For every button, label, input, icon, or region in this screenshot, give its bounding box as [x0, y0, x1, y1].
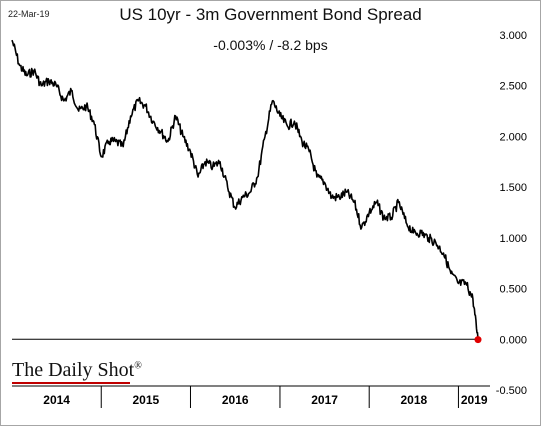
y-tick-label: 1.000	[499, 233, 527, 245]
y-tick-label: 0.000	[499, 334, 527, 346]
end-point-marker	[474, 336, 482, 344]
series-line	[11, 39, 479, 340]
brand-logo: The Daily Shot®	[12, 359, 142, 382]
brand-name: The Daily Shot	[12, 359, 135, 381]
x-tick-label: 2014	[43, 393, 70, 407]
y-tick-label: -0.500	[496, 385, 527, 397]
y-tick-label: 2.500	[499, 81, 527, 93]
x-tick-label: 2015	[133, 393, 160, 407]
y-tick-label: 1.500	[499, 182, 527, 194]
y-tick-label: 2.000	[499, 131, 527, 143]
x-axis: 2014 2015 2016 2017 2018 2019	[43, 386, 488, 408]
y-axis: 3.000 2.500 2.000 1.500 1.000 0.500 0.000 -0.50…	[496, 30, 527, 397]
x-tick-label: 2018	[400, 393, 427, 407]
x-tick-label: 2019	[461, 393, 488, 407]
x-tick-label: 2017	[311, 393, 338, 407]
brand-registered-mark: ®	[134, 360, 142, 372]
y-tick-label: 3.000	[499, 30, 527, 42]
chart-subtitle: -0.003% / -8.2 bps	[213, 37, 328, 53]
brand-underline	[12, 382, 130, 384]
x-tick-label: 2016	[222, 393, 249, 407]
y-tick-label: 0.500	[499, 284, 527, 296]
date-stamp: 22-Mar-19	[8, 9, 50, 19]
chart-title: US 10yr - 3m Government Bond Spread	[119, 5, 422, 24]
